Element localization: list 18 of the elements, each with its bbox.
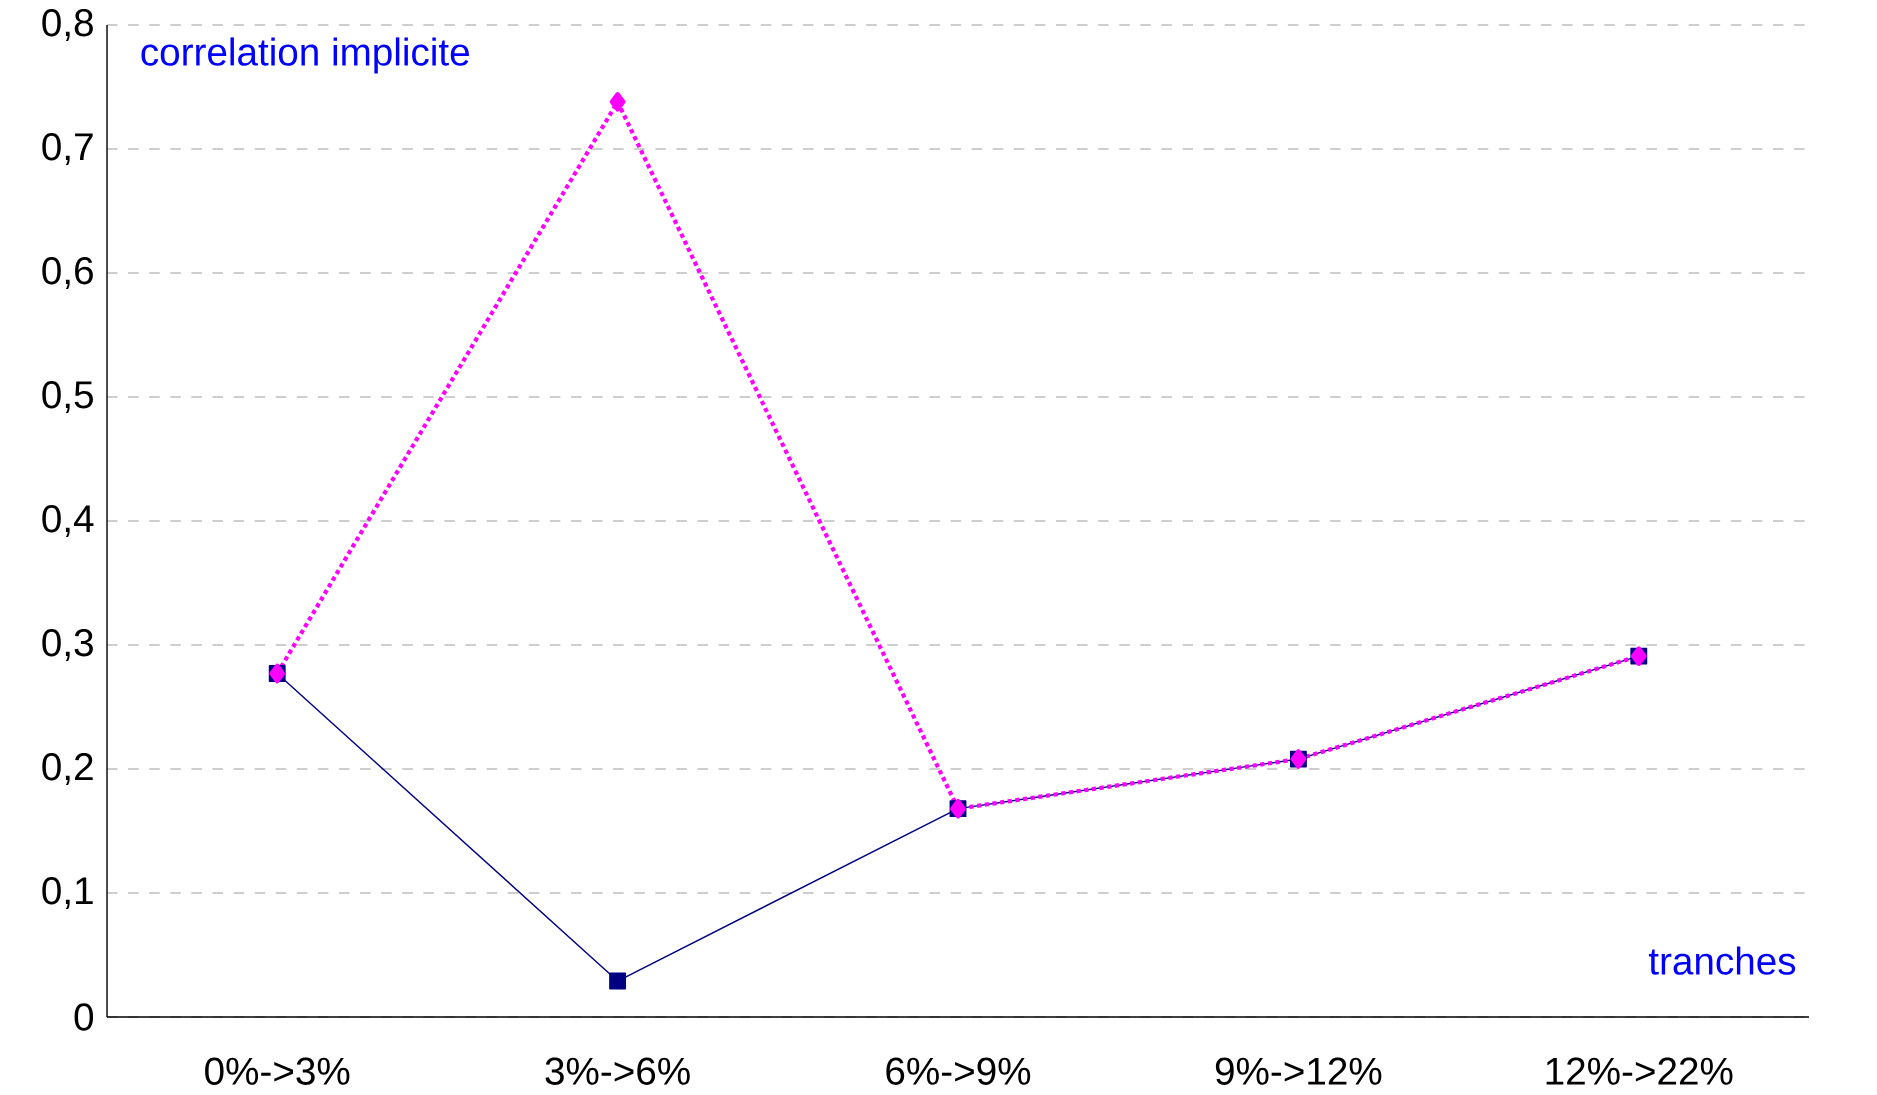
- y-tick-label: 0,4: [42, 505, 94, 537]
- x-axis-title: tranches: [1648, 946, 1796, 975]
- y-axis-title: correlation implicite: [141, 37, 469, 74]
- point: [609, 92, 626, 112]
- x-tick-label: 9%->12%: [1215, 1057, 1382, 1085]
- x-tick-label: 0%->3%: [205, 1057, 350, 1085]
- x-tick-label: 12%->22%: [1546, 1057, 1733, 1085]
- y-tick-label: 0,6: [42, 257, 93, 289]
- point: [609, 972, 627, 990]
- x-tick-label: 3%->6%: [545, 1057, 690, 1085]
- y-tick-label: 0,5: [42, 381, 93, 413]
- x-tick-label: 6%->9%: [886, 1057, 1031, 1085]
- y-tick-label: 0,2: [42, 753, 93, 785]
- y-tick-label: 0,7: [42, 133, 93, 165]
- y-tick-label: 0,3: [42, 629, 93, 661]
- y-tick-label: 0,8: [42, 9, 93, 41]
- y-tick-label: 0,1: [42, 877, 93, 909]
- y-tick-label: 0: [74, 1003, 94, 1031]
